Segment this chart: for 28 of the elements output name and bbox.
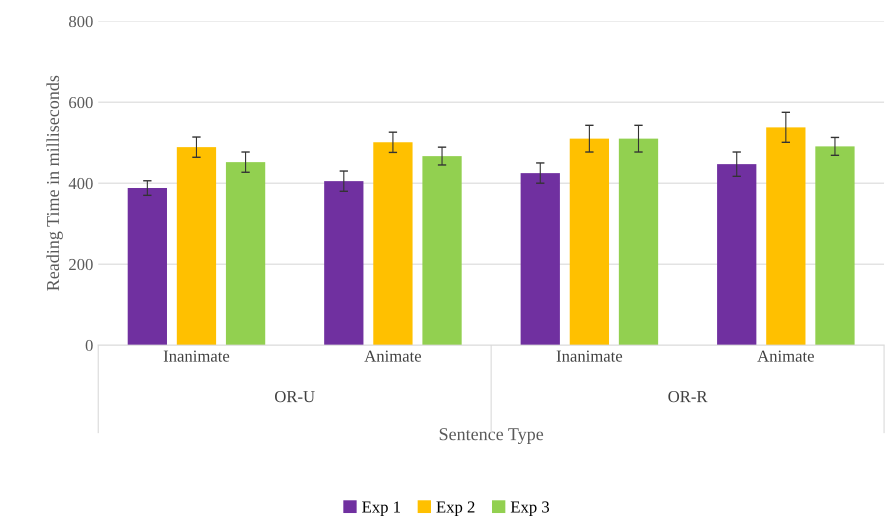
bar (373, 142, 413, 346)
y-tick-label: 400 (68, 178, 93, 190)
x-tick-label: Animate (364, 350, 422, 362)
bar (618, 138, 658, 346)
y-tick-label: 600 (69, 96, 93, 108)
legend-label: Exp 3 (510, 501, 550, 516)
y-tick-label: 800 (69, 16, 93, 28)
bar (176, 147, 216, 346)
bar (520, 173, 560, 346)
bar (815, 146, 855, 346)
legend-label: Exp 1 (362, 501, 400, 516)
bar (570, 138, 610, 346)
bar (766, 127, 806, 346)
bar (226, 162, 266, 346)
y-tick-label: 200 (69, 258, 93, 270)
x-axis-title: Sentence Type (440, 428, 544, 444)
bar (128, 188, 167, 346)
x-tick-label: Inanimate (164, 350, 230, 362)
bar (422, 156, 462, 346)
text: OR-U (275, 391, 315, 402)
y-tick-label: 0 (86, 340, 93, 352)
x-tick-label: Inanimate (556, 350, 622, 362)
bar (717, 164, 756, 346)
bar (324, 181, 364, 346)
y-axis-title: Reading Time in milliseconds (46, 76, 63, 291)
x-tick-label: Animate (757, 350, 814, 362)
legend-label: Exp 2 (436, 501, 474, 516)
text: OR-R (668, 391, 708, 402)
